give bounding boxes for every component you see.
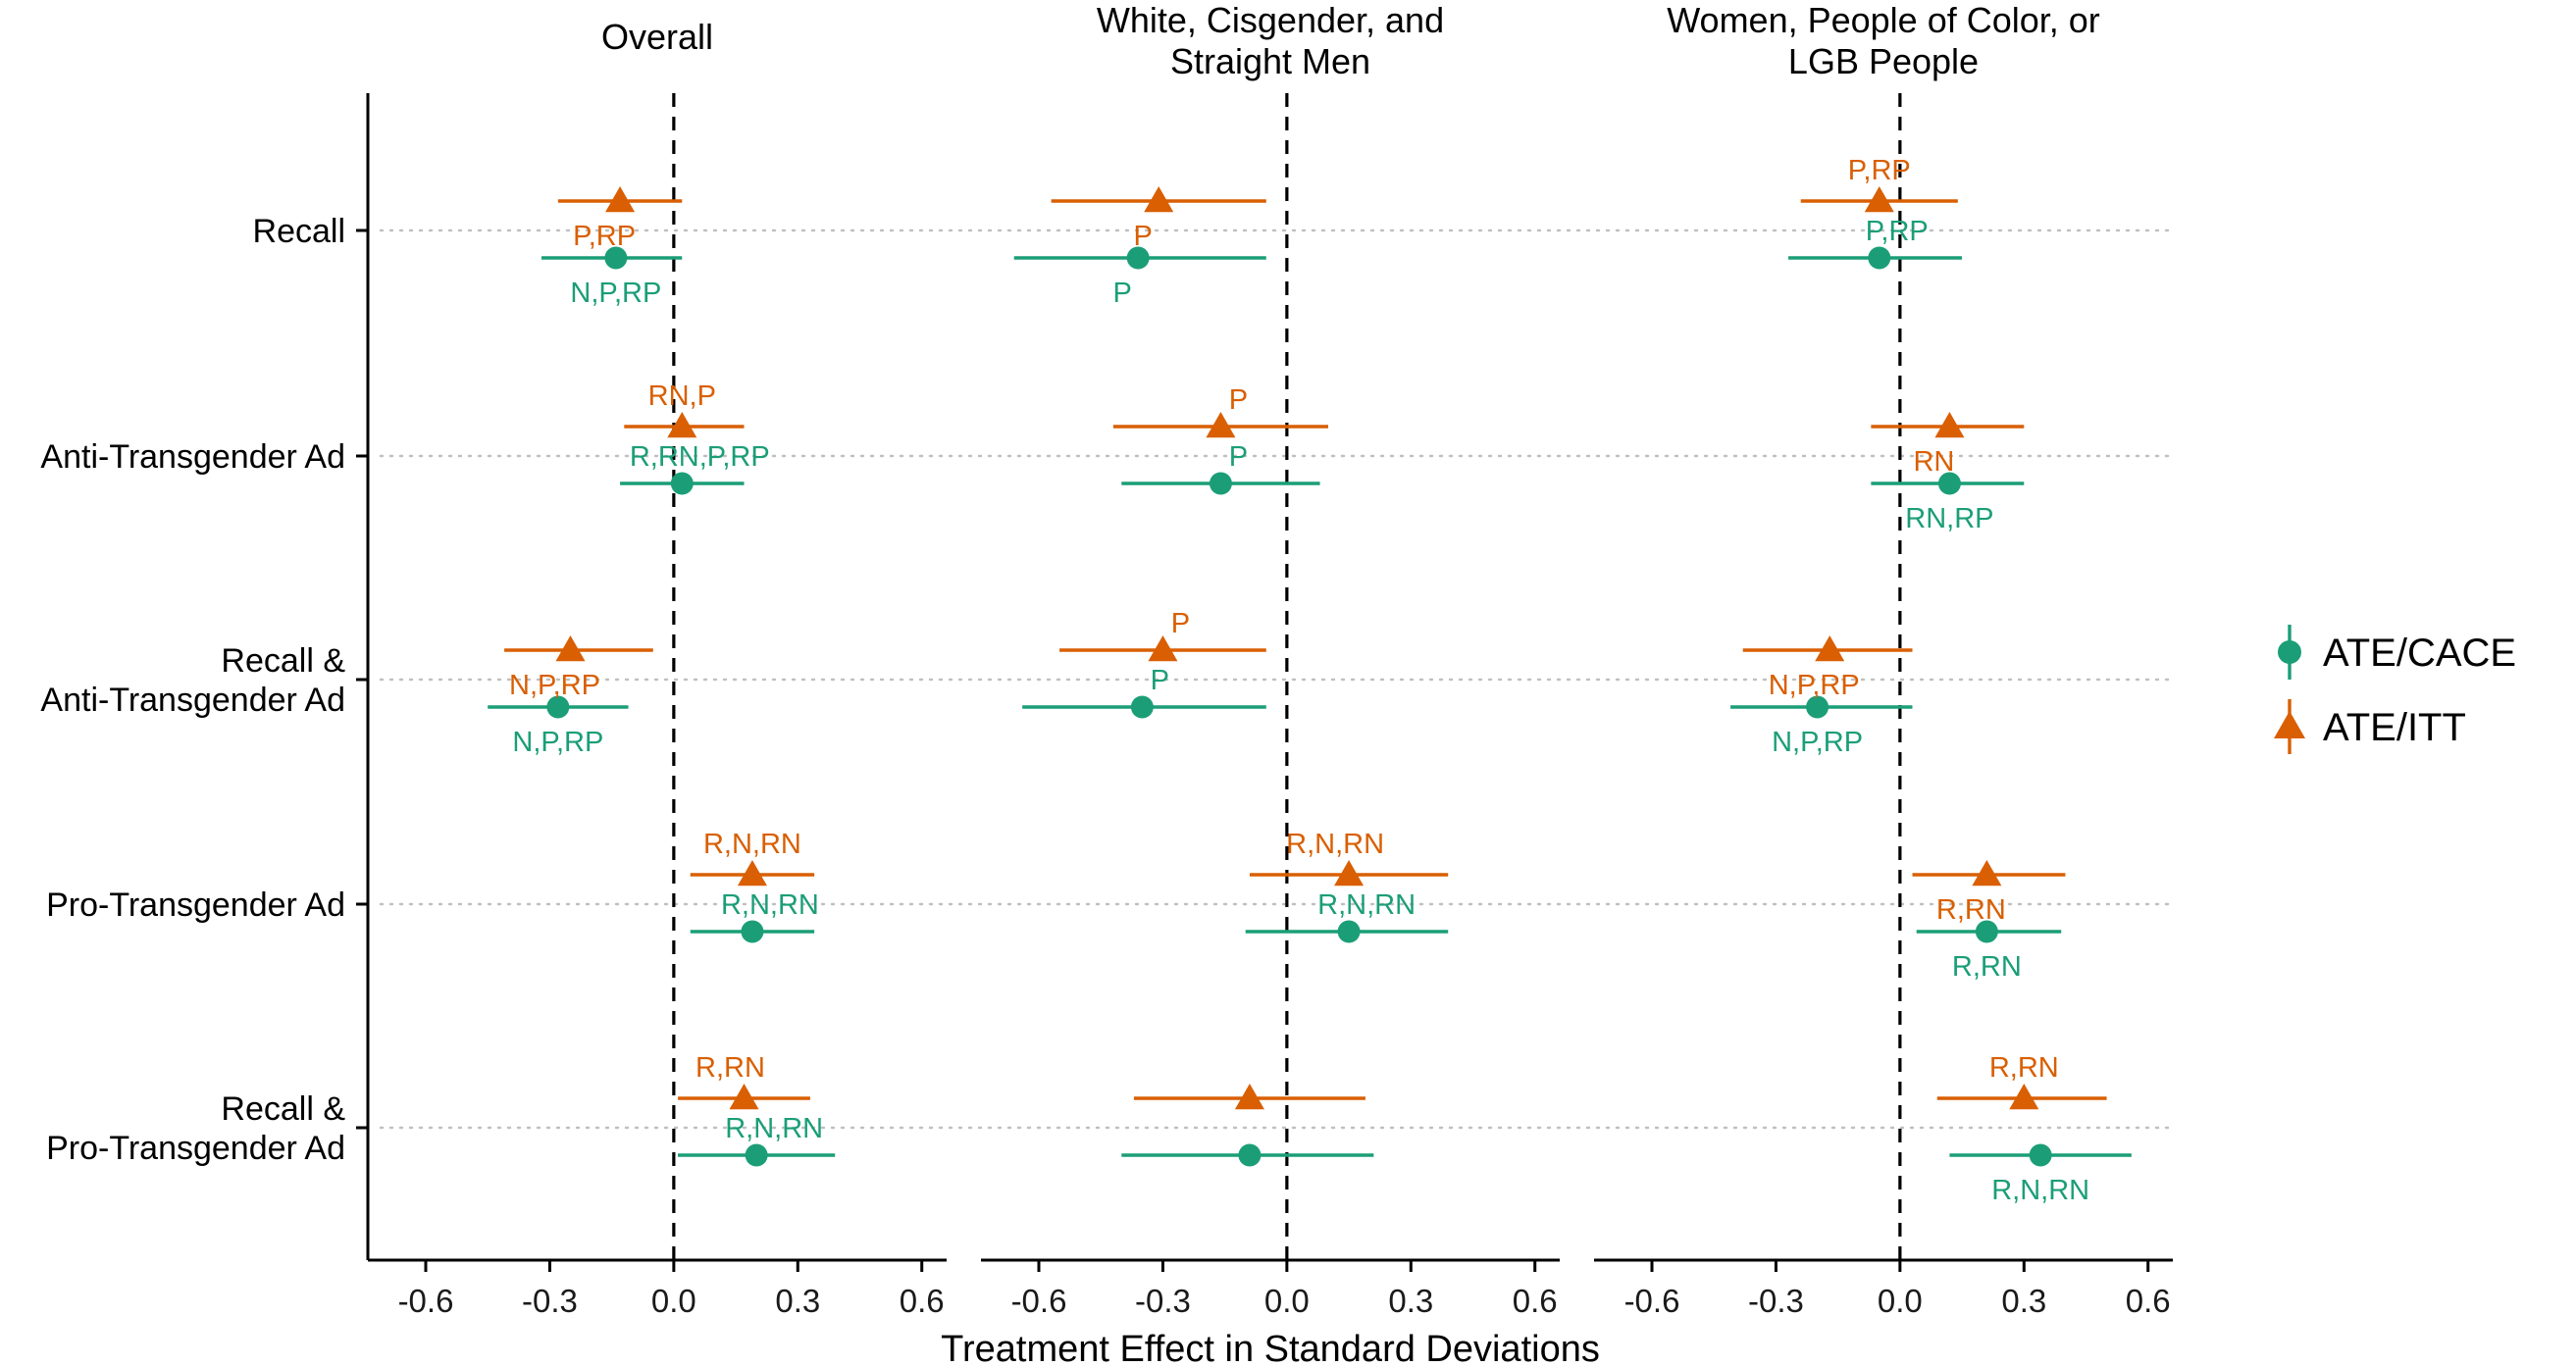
- label-itt-panel-3-recall_anti: N,P,RP: [1769, 670, 1860, 701]
- point-itt-panel-2-recall_anti: [1148, 635, 1178, 662]
- x-tick-label: 0.3: [1388, 1283, 1433, 1319]
- y-tick-label-recall_anti: Recall &: [221, 642, 345, 680]
- point-itt-panel-1-pro: [737, 860, 767, 886]
- label-itt-panel-3-recall: P,RP: [1848, 155, 1911, 186]
- label-itt-panel-2-pro: R,N,RN: [1286, 829, 1384, 860]
- point-itt-panel-2-recall: [1144, 186, 1174, 213]
- panel-title-3: Women, People of Color, or: [1667, 0, 2100, 40]
- point-cace-panel-3-pro: [1975, 920, 1998, 943]
- label-cace-panel-3-recall_anti: N,P,RP: [1772, 727, 1863, 758]
- point-cace-panel-3-recall_pro: [2029, 1143, 2052, 1167]
- text-layer: Treatment Effect in Standard Deviations …: [40, 0, 2170, 1367]
- point-itt-panel-3-pro: [1972, 860, 2002, 886]
- panel-title-3: LGB People: [1788, 41, 1979, 81]
- label-cace-panel-2-recall: P: [1112, 278, 1131, 309]
- point-cace-panel-2-anti: [1209, 472, 1232, 495]
- label-cace-panel-2-pro: R,N,RN: [1317, 889, 1416, 921]
- label-cace-panel-3-anti: RN,RP: [1905, 503, 1993, 534]
- x-tick-label: -0.6: [1624, 1283, 1680, 1319]
- point-itt-panel-1-recall_anti: [555, 635, 586, 662]
- label-itt-panel-3-anti: RN: [1913, 446, 1954, 478]
- x-tick-label: 0.6: [2126, 1283, 2171, 1319]
- point-cace-panel-1-recall_pro: [745, 1143, 768, 1167]
- y-tick-label-recall_pro: Recall &: [221, 1090, 345, 1128]
- x-tick-label: 0.0: [651, 1283, 696, 1319]
- x-tick-label: 0.3: [775, 1283, 820, 1319]
- label-itt-panel-2-recall: P: [1134, 221, 1153, 252]
- label-cace-panel-2-anti: P: [1229, 441, 1248, 473]
- label-cace-panel-2-recall_anti: P: [1151, 665, 1169, 696]
- legend-label-1: ATE/CACE: [2323, 632, 2516, 675]
- x-tick-label: 0.0: [1878, 1283, 1923, 1319]
- legend-key-triangle: [2274, 711, 2305, 738]
- label-itt-panel-3-recall_pro: R,RN: [1989, 1052, 2059, 1084]
- axes-layer: [356, 93, 2173, 1272]
- label-cace-panel-1-anti: R,RN,P,RP: [630, 441, 770, 473]
- point-cace-panel-1-pro: [741, 920, 764, 943]
- label-itt-panel-1-recall_anti: N,P,RP: [509, 670, 600, 701]
- point-cace-panel-3-anti: [1937, 472, 1961, 495]
- x-tick-label: -0.6: [1011, 1283, 1067, 1319]
- label-itt-panel-1-recall: P,RP: [573, 221, 636, 252]
- x-tick-label: 0.0: [1264, 1283, 1310, 1319]
- label-cace-panel-3-recall_pro: R,N,RN: [1991, 1175, 2089, 1206]
- panel-title-1: Overall: [601, 17, 713, 57]
- label-cace-panel-1-recall_pro: R,N,RN: [725, 1113, 823, 1144]
- y-tick-label-pro: Pro-Transgender Ad: [46, 886, 345, 924]
- point-itt-panel-1-recall_pro: [729, 1084, 759, 1110]
- panel-title-2: Straight Men: [1170, 41, 1370, 81]
- point-itt-panel-3-recall_anti: [1815, 635, 1845, 662]
- x-tick-label: -0.3: [522, 1283, 578, 1319]
- point-itt-panel-1-anti: [667, 412, 697, 438]
- x-tick-label: 0.6: [900, 1283, 945, 1319]
- x-tick-label: -0.3: [1135, 1283, 1191, 1319]
- point-cace-panel-1-recall_anti: [546, 695, 570, 719]
- point-cace-panel-2-recall_pro: [1238, 1143, 1262, 1167]
- label-itt-panel-3-pro: R,RN: [1936, 894, 2006, 926]
- x-tick-label: -0.3: [1748, 1283, 1804, 1319]
- label-cace-panel-1-recall: N,P,RP: [570, 278, 661, 309]
- legend-label-2: ATE/ITT: [2323, 706, 2466, 749]
- point-itt-panel-3-recall: [1864, 186, 1894, 213]
- point-cace-panel-2-recall: [1126, 246, 1150, 270]
- point-itt-panel-1-recall: [605, 186, 636, 213]
- label-itt-panel-1-pro: R,N,RN: [703, 829, 801, 860]
- grid-layer: [379, 228, 2175, 1130]
- legend: ATE/CACE ATE/ITT: [2274, 625, 2516, 754]
- panel-title-2: White, Cisgender, and: [1097, 0, 1444, 40]
- label-itt-panel-1-recall_pro: R,RN: [696, 1052, 765, 1084]
- legend-key-circle: [2278, 640, 2301, 664]
- point-cace-panel-3-recall_anti: [1806, 695, 1829, 719]
- point-itt-panel-3-recall_pro: [2009, 1084, 2039, 1110]
- label-cace-panel-1-pro: R,N,RN: [721, 889, 819, 921]
- y-tick-label-recall_pro: Pro-Transgender Ad: [46, 1130, 345, 1167]
- point-cace-panel-3-recall: [1868, 246, 1891, 270]
- label-cace-panel-1-recall_anti: N,P,RP: [512, 727, 603, 758]
- point-itt-panel-2-anti: [1206, 412, 1236, 438]
- point-itt-panel-2-pro: [1334, 860, 1365, 886]
- y-tick-label-recall_anti: Anti-Transgender Ad: [40, 682, 345, 719]
- point-cace-panel-1-anti: [670, 472, 694, 495]
- point-cace-panel-2-pro: [1337, 920, 1361, 943]
- label-itt-panel-1-anti: RN,P: [648, 380, 716, 412]
- label-itt-panel-2-recall_anti: P: [1171, 608, 1190, 639]
- label-cace-panel-3-pro: R,RN: [1952, 951, 2022, 983]
- x-axis-title: Treatment Effect in Standard Deviations: [941, 1329, 1600, 1367]
- y-tick-label-recall: Recall: [253, 213, 345, 250]
- y-tick-label-anti: Anti-Transgender Ad: [40, 438, 345, 476]
- x-tick-label: -0.6: [398, 1283, 454, 1319]
- label-itt-panel-2-anti: P: [1229, 384, 1248, 416]
- point-cace-panel-1-recall: [604, 246, 628, 270]
- marks-layer: [488, 186, 2132, 1167]
- point-itt-panel-2-recall_pro: [1234, 1084, 1264, 1110]
- point-itt-panel-3-anti: [1934, 412, 1965, 438]
- x-tick-label: 0.3: [2001, 1283, 2046, 1319]
- label-cace-panel-3-recall: P,RP: [1866, 216, 1929, 247]
- x-tick-label: 0.6: [1513, 1283, 1558, 1319]
- point-cace-panel-2-recall_anti: [1130, 695, 1154, 719]
